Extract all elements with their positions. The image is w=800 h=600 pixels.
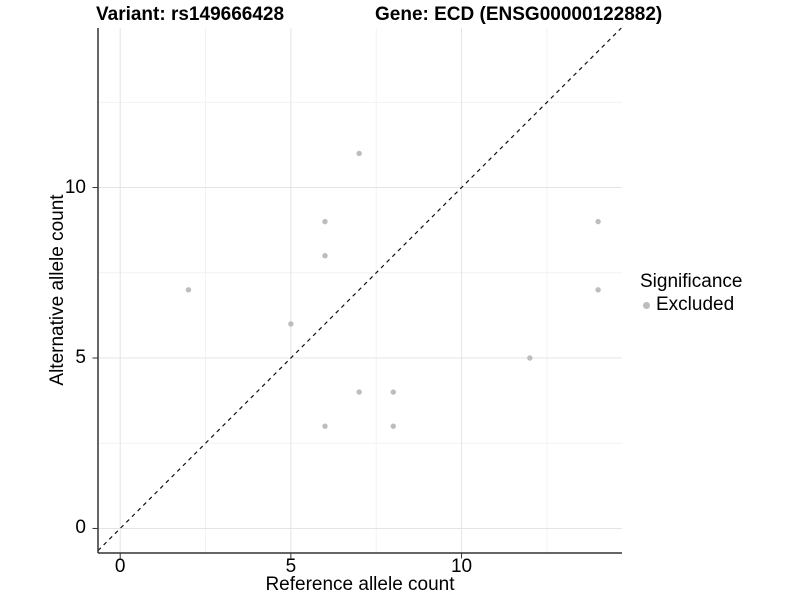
data-point (527, 355, 533, 361)
legend-item: Excluded (640, 294, 742, 316)
data-point (390, 423, 396, 429)
x-tick-label: 0 (114, 556, 126, 577)
y-tick-label: 10 (64, 176, 86, 198)
x-tick-label: 10 (450, 556, 473, 577)
y-tick-label: 0 (75, 517, 86, 539)
legend-title: Significance (640, 271, 743, 292)
data-point (288, 321, 294, 327)
legend-item-label: Excluded (656, 294, 735, 315)
x-tick-label: 5 (285, 556, 297, 577)
data-point (322, 423, 328, 429)
legend-point-icon (643, 301, 650, 309)
identity-line (97, 27, 622, 552)
legend-items: Excluded (640, 294, 742, 316)
variant-title: Variant: rs149666428 (96, 4, 285, 25)
data-point (322, 253, 328, 259)
data-point (322, 218, 328, 225)
gene-title: Gene: ECD (ENSG00000122882) (375, 4, 663, 25)
legend: Significance Excluded (640, 270, 742, 316)
scatter-plot-area (92, 27, 622, 559)
data-point (595, 218, 601, 225)
data-point (595, 287, 601, 293)
data-point (356, 389, 362, 395)
x-axis-title: Reference allele count (265, 574, 455, 595)
data-point (185, 287, 192, 293)
y-tick-label: 5 (75, 347, 86, 368)
data-point (356, 150, 362, 157)
data-point (390, 389, 396, 395)
